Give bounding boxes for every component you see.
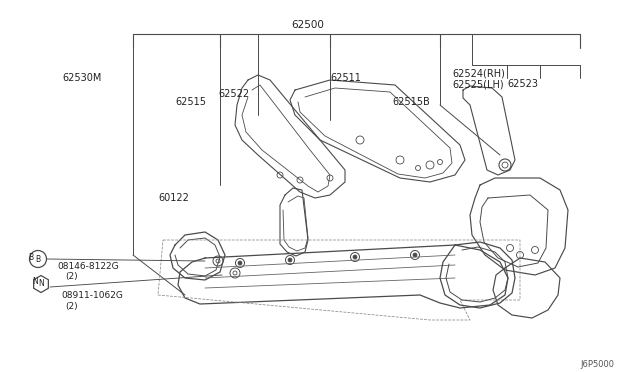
Text: 62511: 62511 bbox=[330, 73, 361, 83]
Text: 62523: 62523 bbox=[507, 79, 538, 89]
Text: 08146-8122G: 08146-8122G bbox=[57, 262, 118, 271]
Text: 60122: 60122 bbox=[158, 193, 189, 203]
Circle shape bbox=[353, 255, 357, 259]
Text: 62525(LH): 62525(LH) bbox=[452, 79, 504, 89]
Text: N: N bbox=[32, 278, 38, 286]
Text: (2): (2) bbox=[65, 272, 77, 281]
Text: 62524(RH): 62524(RH) bbox=[452, 68, 505, 78]
Text: 62522: 62522 bbox=[218, 89, 249, 99]
Text: (2): (2) bbox=[65, 302, 77, 311]
Circle shape bbox=[288, 258, 292, 262]
Text: 08911-1062G: 08911-1062G bbox=[61, 291, 123, 300]
Text: 62500: 62500 bbox=[292, 20, 324, 30]
Text: 62530M: 62530M bbox=[62, 73, 101, 83]
Circle shape bbox=[238, 261, 242, 265]
Text: N: N bbox=[38, 279, 44, 289]
Text: 62515B: 62515B bbox=[392, 97, 429, 107]
Text: 62515: 62515 bbox=[175, 97, 206, 107]
Text: B: B bbox=[28, 253, 33, 262]
Text: J6P5000: J6P5000 bbox=[580, 360, 614, 369]
Text: B: B bbox=[35, 254, 40, 263]
Circle shape bbox=[413, 253, 417, 257]
